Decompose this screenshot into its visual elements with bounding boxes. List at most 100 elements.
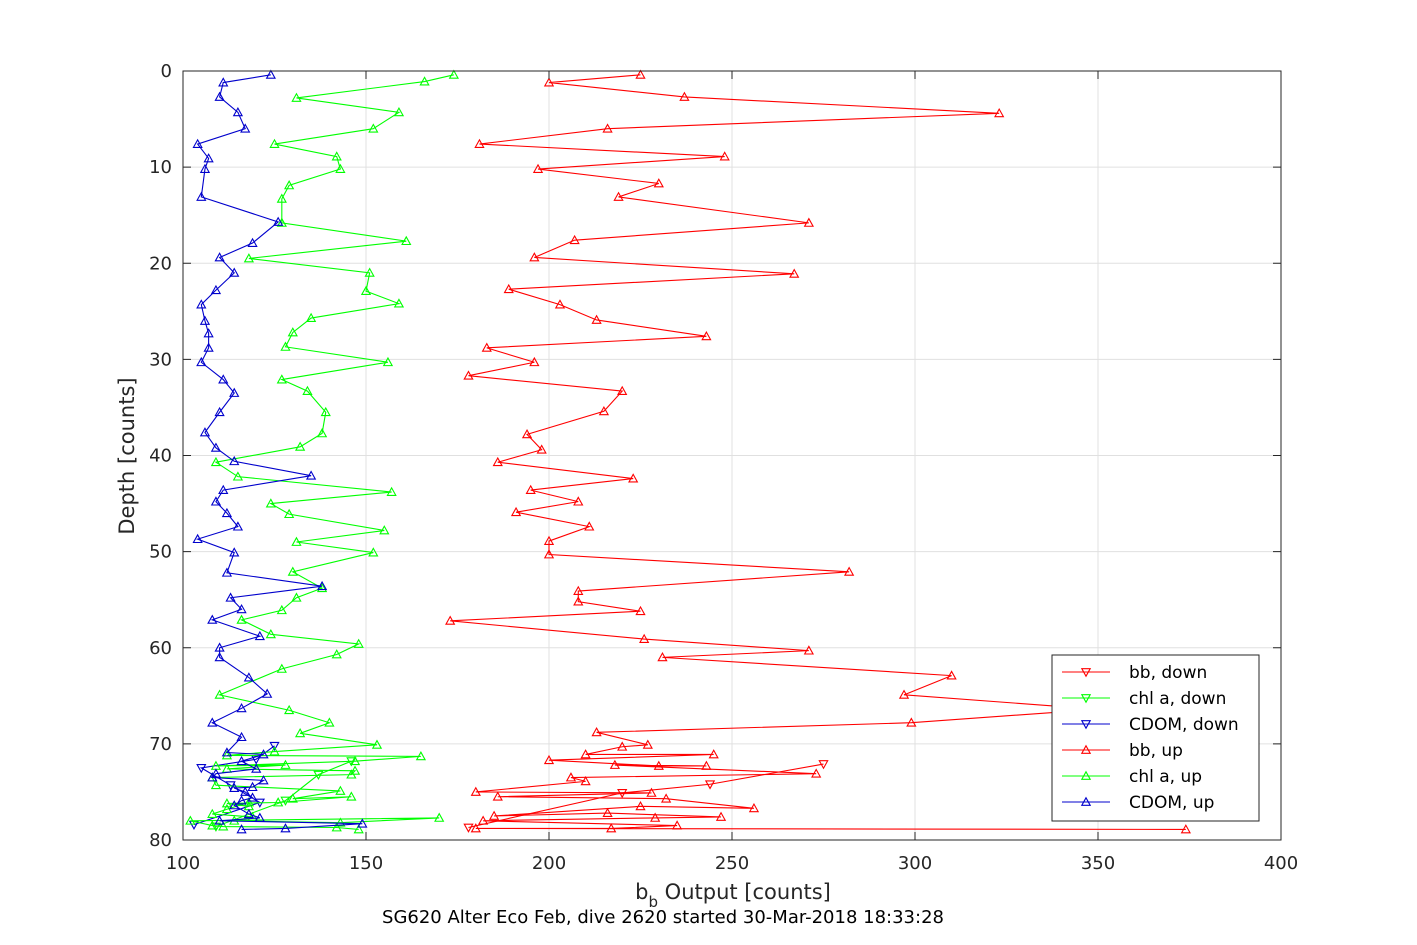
data-point (368, 547, 379, 557)
data-point (196, 191, 207, 201)
data-point (488, 810, 500, 820)
data-point (386, 486, 397, 496)
data-point (229, 782, 240, 793)
data-point (470, 823, 481, 833)
data-point (280, 823, 291, 833)
data-point (331, 822, 342, 832)
data-point (573, 585, 584, 595)
data-point (818, 760, 829, 770)
data-point (229, 387, 240, 397)
chart-title: SG620 Alter Eco Feb, dive 2620 started 3… (382, 907, 944, 928)
data-point (269, 746, 280, 756)
data-point (210, 284, 222, 295)
data-point (214, 642, 225, 652)
data-point (210, 768, 222, 778)
data-point (379, 525, 390, 535)
data-point (305, 312, 317, 322)
data-point (357, 818, 368, 828)
data-point (679, 91, 690, 101)
data-point (591, 727, 602, 737)
x-axis-label: bb Output [counts] (635, 880, 831, 911)
data-point (617, 741, 628, 751)
data-point (214, 252, 225, 262)
data-point (477, 815, 489, 825)
data-point (265, 628, 276, 639)
data-point (218, 77, 229, 87)
data-point (273, 216, 284, 226)
data-point (291, 592, 302, 602)
data-point (635, 605, 646, 616)
y-tick-label: 70 (149, 734, 172, 755)
legend: bb, down chl a, down CDOM, down bb, up chl a… (1051, 654, 1260, 822)
data-point (653, 178, 664, 188)
data-point (280, 796, 291, 806)
data-point (701, 760, 712, 770)
data-point (243, 672, 255, 682)
data-point (609, 759, 621, 769)
data-point (554, 299, 566, 309)
legend-box (1051, 654, 1260, 822)
data-point (199, 315, 211, 325)
legend-label: chl a, down (1129, 689, 1226, 709)
y-tick-label: 60 (149, 638, 172, 659)
data-point (203, 328, 214, 338)
data-point (946, 670, 957, 680)
series-line (450, 74, 1186, 830)
data-point (371, 739, 383, 749)
x-tick-label: 300 (898, 853, 932, 874)
x-axis-label-subscript: b (648, 893, 658, 911)
series-cdom-up (192, 69, 368, 834)
data-point (353, 638, 364, 648)
data-point (448, 69, 459, 79)
data-point (214, 689, 225, 699)
data-point (635, 801, 646, 811)
data-point (207, 820, 218, 830)
x-tick-label: 150 (349, 853, 383, 874)
data-point (236, 702, 247, 713)
data-point (192, 138, 203, 148)
data-point (196, 356, 207, 367)
data-point (719, 151, 730, 161)
data-point (269, 138, 280, 148)
data-point (280, 759, 291, 769)
data-point (646, 787, 657, 797)
data-point (247, 781, 258, 792)
data-point (185, 815, 196, 825)
series-line (190, 74, 454, 830)
y-tick-label: 50 (149, 542, 172, 563)
data-point (196, 763, 207, 774)
data-point (247, 237, 258, 247)
data-point (474, 138, 485, 148)
data-point (316, 580, 328, 591)
legend-label: CDOM, up (1129, 793, 1214, 813)
data-point (463, 823, 474, 833)
data-point (291, 92, 302, 102)
data-point (210, 779, 222, 790)
data-point (221, 747, 233, 757)
data-point (701, 330, 712, 341)
data-point (529, 356, 540, 367)
data-point (748, 802, 760, 813)
y-tick-label: 10 (149, 157, 172, 178)
data-point (580, 776, 591, 786)
data-point (525, 484, 536, 495)
data-point (284, 508, 295, 519)
data-point (210, 442, 222, 452)
y-tick-label: 20 (149, 253, 172, 274)
data-point (335, 163, 346, 173)
data-point (203, 342, 214, 352)
data-point (243, 253, 255, 263)
data-point (364, 267, 375, 277)
data-point (628, 473, 639, 483)
x-tick-label: 250 (715, 853, 749, 874)
legend-label: CDOM, down (1129, 715, 1239, 735)
data-point (192, 533, 203, 544)
series-line (195, 74, 363, 830)
data-point (218, 821, 229, 831)
data-point (657, 652, 668, 662)
data-point (236, 795, 247, 805)
y-tick-label: 40 (149, 446, 172, 467)
data-point (635, 69, 646, 79)
data-point (653, 760, 664, 770)
data-point (240, 123, 251, 133)
